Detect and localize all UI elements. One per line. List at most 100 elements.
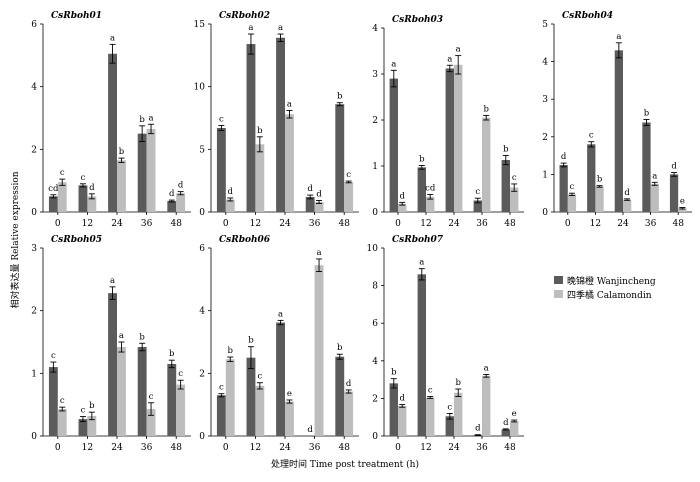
- significance-letter: e: [512, 409, 517, 419]
- x-tick-label: 48: [170, 219, 182, 229]
- significance-letter: b: [248, 336, 254, 346]
- y-tick-label: 4: [31, 83, 37, 93]
- bar-calamondin: [314, 201, 324, 212]
- legend-swatch-wanjincheng: [554, 276, 563, 284]
- significance-letter: d: [307, 184, 313, 194]
- x-tick-label: 36: [476, 219, 488, 229]
- x-tick-label: 24: [111, 443, 123, 453]
- significance-letter: a: [278, 309, 283, 319]
- significance-letter: c: [60, 168, 65, 178]
- x-tick-label: 12: [250, 219, 261, 229]
- significance-letter: e: [680, 196, 685, 206]
- significance-letter: d: [178, 181, 184, 191]
- bar-calamondin: [87, 415, 97, 436]
- significance-letter: b: [169, 349, 175, 359]
- bar-wanjincheng: [78, 419, 88, 436]
- y-axis-label: 相对表达量 Relative expression: [9, 171, 21, 308]
- y-tick-label: 10: [194, 83, 206, 93]
- bar-calamondin: [57, 409, 67, 436]
- x-tick-label: 0: [395, 443, 401, 453]
- significance-letter: a: [287, 99, 292, 109]
- y-tick-label: 4: [372, 24, 378, 34]
- y-tick-label: 5: [199, 145, 205, 155]
- bar-calamondin: [117, 160, 126, 212]
- significance-letter: a: [110, 276, 115, 286]
- panel-title: CsRboh04: [562, 11, 613, 21]
- panel-title: CsRboh02: [219, 11, 270, 21]
- significance-letter: c: [428, 386, 433, 396]
- significance-letter: b: [455, 378, 461, 388]
- x-tick-label: 12: [590, 219, 601, 229]
- bar-calamondin: [225, 359, 235, 436]
- significance-letter: a: [419, 258, 424, 268]
- significance-letter: b: [419, 155, 425, 165]
- bar-calamondin: [146, 409, 156, 436]
- x-tick-label: 24: [448, 443, 460, 453]
- significance-letter: c: [81, 406, 86, 416]
- y-tick-label: 0: [372, 208, 378, 218]
- y-tick-label: 4: [199, 307, 205, 317]
- bar-wanjincheng: [389, 78, 398, 212]
- significance-letter: b: [228, 346, 234, 356]
- significance-letter: d: [316, 189, 322, 199]
- significance-letter: b: [119, 147, 125, 157]
- x-tick-label: 12: [250, 443, 261, 453]
- x-tick-label: 48: [338, 219, 350, 229]
- y-tick-label: 2: [199, 369, 205, 379]
- bar-wanjincheng: [669, 174, 679, 212]
- bar-wanjincheng: [614, 50, 623, 212]
- significance-letter: cd: [48, 184, 59, 194]
- x-tick-label: 24: [448, 219, 460, 229]
- bar-calamondin: [285, 401, 294, 436]
- y-tick-label: 3: [372, 70, 378, 80]
- y-tick-label: 6: [31, 20, 37, 30]
- significance-letter: b: [89, 401, 95, 411]
- bar-calamondin: [426, 196, 435, 212]
- y-tick-label: 2: [31, 145, 37, 155]
- x-tick-label: 12: [420, 219, 431, 229]
- significance-letter: d: [561, 152, 567, 162]
- significance-letter: c: [81, 173, 86, 183]
- bar-wanjincheng: [389, 383, 398, 436]
- bar-calamondin: [176, 384, 186, 436]
- bar-wanjincheng: [108, 53, 117, 213]
- y-tick-label: 1: [372, 162, 378, 172]
- legend-label-calamondin: 四季橘 Calamondin: [567, 289, 652, 301]
- y-tick-label: 0: [31, 208, 37, 218]
- x-tick-label: 0: [395, 219, 401, 229]
- bar-wanjincheng: [501, 429, 510, 436]
- bar-calamondin: [454, 392, 463, 436]
- significance-letter: a: [110, 33, 115, 43]
- x-tick-label: 36: [141, 443, 153, 453]
- significance-letter: b: [139, 332, 145, 342]
- significance-letter: a: [484, 364, 489, 374]
- significance-letter: b: [483, 104, 489, 114]
- significance-letter: b: [337, 343, 343, 353]
- bar-calamondin: [678, 208, 687, 212]
- y-tick-label: 0: [199, 208, 205, 218]
- significance-letter: a: [456, 45, 461, 55]
- bar-wanjincheng: [216, 128, 226, 212]
- significance-letter: d: [346, 379, 352, 389]
- y-tick-label: 5: [542, 20, 548, 30]
- significance-letter: a: [248, 23, 253, 33]
- bar-wanjincheng: [246, 44, 256, 213]
- x-tick-label: 48: [170, 443, 182, 453]
- significance-letter: a: [119, 331, 124, 341]
- y-tick-label: 0: [31, 432, 37, 442]
- significance-letter: d: [89, 183, 95, 193]
- significance-letter: c: [257, 372, 262, 382]
- significance-letter: b: [257, 126, 263, 136]
- bar-calamondin: [57, 182, 67, 212]
- bar-wanjincheng: [473, 200, 482, 212]
- x-tick-label: 36: [141, 219, 153, 229]
- bar-wanjincheng: [108, 293, 117, 436]
- significance-letter: d: [399, 191, 405, 201]
- significance-letter: d: [169, 189, 175, 199]
- significance-letter: b: [139, 115, 145, 125]
- bar-calamondin: [567, 194, 577, 212]
- y-tick-label: 6: [199, 244, 205, 254]
- significance-letter: c: [475, 187, 480, 197]
